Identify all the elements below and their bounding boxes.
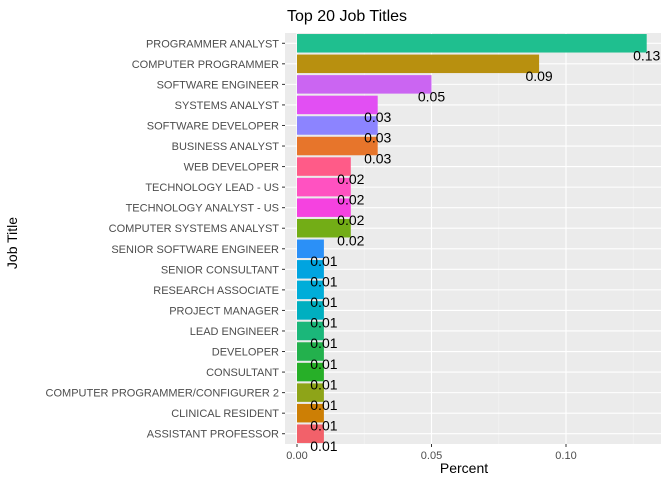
- data-label: 0.02: [337, 232, 364, 248]
- data-label: 0.01: [310, 376, 337, 392]
- data-label: 0.02: [337, 212, 364, 228]
- y-tick-label: WEB DEVELOPER: [184, 162, 279, 174]
- bar: [297, 301, 324, 320]
- bars: [297, 34, 647, 443]
- y-tick-label: COMPUTER SYSTEMS ANALYST: [109, 223, 280, 235]
- y-tick-label: BUSINESS ANALYST: [172, 141, 280, 153]
- bar: [297, 116, 378, 135]
- bar: [297, 198, 351, 217]
- y-tick-label: CLINICAL RESIDENT: [171, 408, 279, 420]
- bar: [297, 424, 324, 443]
- data-label: 0.01: [310, 274, 337, 290]
- y-tick-label: COMPUTER PROGRAMMER/CONFIGURER 2: [46, 388, 279, 400]
- y-tick-label: ASSISTANT PROFESSOR: [147, 429, 279, 441]
- y-tick-label: COMPUTER PROGRAMMER: [132, 59, 279, 71]
- bar: [297, 218, 351, 238]
- bar: [297, 136, 378, 156]
- data-label: 0.03: [364, 109, 391, 125]
- data-label: 0.01: [310, 315, 337, 331]
- y-tick-label: PROJECT MANAGER: [169, 305, 279, 317]
- data-label: 0.13: [633, 48, 660, 64]
- bar: [297, 95, 378, 115]
- bar: [297, 260, 324, 279]
- y-tick-label: SOFTWARE DEVELOPER: [147, 120, 279, 132]
- data-label: 0.01: [310, 438, 337, 454]
- y-tick-label: DEVELOPER: [212, 347, 279, 359]
- y-tick-label: CONSULTANT: [206, 367, 279, 379]
- y-axis-title: Job Title: [4, 217, 20, 269]
- data-labels: 0.130.090.050.030.030.030.020.020.020.02…: [310, 48, 660, 454]
- bar: [297, 362, 324, 382]
- bar: [297, 280, 324, 300]
- bar: [297, 403, 324, 423]
- data-label: 0.02: [337, 171, 364, 187]
- data-label: 0.03: [364, 130, 391, 146]
- y-tick-label: TECHNOLOGY LEAD - US: [145, 182, 279, 194]
- data-label: 0.01: [310, 417, 337, 433]
- data-label: 0.01: [310, 253, 337, 269]
- y-tick-label: TECHNOLOGY ANALYST - US: [126, 203, 279, 215]
- bar: [297, 177, 351, 197]
- y-tick-label: SENIOR SOFTWARE ENGINEER: [111, 244, 279, 256]
- data-label: 0.05: [418, 89, 445, 105]
- data-label: 0.03: [364, 150, 391, 166]
- data-label: 0.09: [525, 68, 552, 84]
- data-label: 0.02: [337, 191, 364, 207]
- bar: [297, 383, 324, 402]
- y-axis-ticks: PROGRAMMER ANALYST COMPUTER PROGRAMMER SOF…: [46, 38, 285, 441]
- y-tick-label: SOFTWARE ENGINEER: [157, 79, 279, 91]
- bar: [297, 342, 324, 361]
- data-label: 0.01: [310, 335, 337, 351]
- data-label: 0.01: [310, 356, 337, 372]
- y-tick-label: RESEARCH ASSOCIATE: [153, 285, 279, 297]
- y-tick-label: LEAD ENGINEER: [190, 326, 279, 338]
- x-tick-label: 0.10: [555, 450, 576, 462]
- x-axis-ticks: 0.00 0.05 0.10: [286, 444, 577, 462]
- chart-title: Top 20 Job Titles: [287, 8, 407, 25]
- y-tick-label: PROGRAMMER ANALYST: [146, 38, 279, 50]
- bar: [297, 157, 351, 176]
- y-tick-label: SENIOR CONSULTANT: [161, 264, 279, 276]
- bar: [297, 75, 432, 94]
- bar: [297, 239, 324, 259]
- bar: [297, 34, 647, 53]
- data-label: 0.01: [310, 294, 337, 310]
- x-axis-title: Percent: [440, 460, 488, 476]
- bar: [297, 321, 324, 341]
- bar: [297, 54, 540, 74]
- x-tick-label: 0.05: [421, 450, 442, 462]
- x-tick-label: 0.00: [286, 450, 307, 462]
- data-label: 0.01: [310, 397, 337, 413]
- y-tick-label: SYSTEMS ANALYST: [175, 100, 280, 112]
